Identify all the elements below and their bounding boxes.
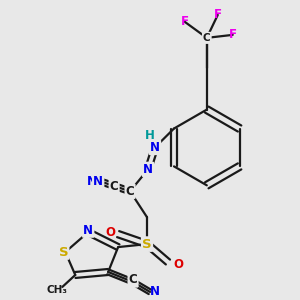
Text: N: N (150, 285, 160, 298)
Text: C: C (203, 33, 211, 43)
Text: C: C (126, 185, 134, 198)
Text: C: C (129, 274, 137, 286)
Text: CH₃: CH₃ (47, 285, 68, 295)
Text: N: N (93, 175, 103, 188)
Text: S: S (58, 246, 68, 259)
Text: N: N (87, 175, 97, 188)
Text: O: O (173, 257, 183, 271)
Text: N: N (143, 163, 153, 176)
Text: F: F (214, 8, 222, 21)
Text: C: C (110, 180, 118, 193)
Text: S: S (142, 238, 152, 250)
Text: H: H (145, 129, 155, 142)
Text: F: F (181, 15, 189, 28)
Text: N: N (83, 224, 93, 237)
Text: N: N (150, 141, 160, 154)
Text: O: O (105, 226, 115, 238)
Text: F: F (229, 28, 237, 41)
